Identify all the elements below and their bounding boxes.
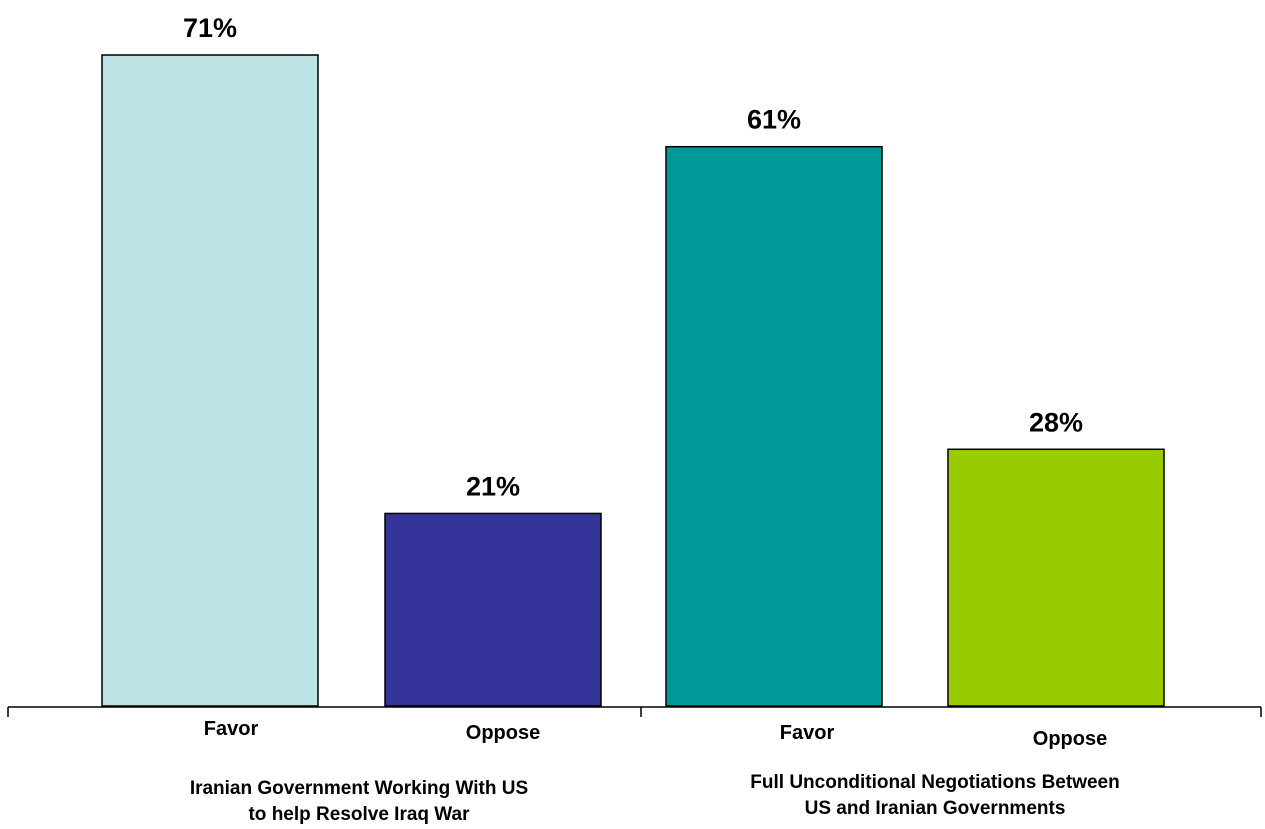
category-label-favor-1: Favor (204, 718, 259, 740)
bar-favor-2 (665, 145, 883, 707)
value-label-oppose-2: 28% (1029, 407, 1083, 437)
group-label-2-line-2: US and Iranian Governments (805, 798, 1066, 819)
value-label-favor-1: 71% (183, 13, 237, 43)
value-label-favor-2: 61% (747, 105, 801, 135)
category-label-oppose-2: Oppose (1033, 728, 1107, 750)
bar-oppose-1 (384, 512, 602, 707)
bar-favor-1 (101, 54, 319, 707)
bar-oppose-2 (947, 448, 1165, 707)
bars: 71% 21% 61% 28% (101, 13, 1165, 707)
group-label-1-line-1: Iranian Government Working With US (190, 778, 528, 799)
value-label-oppose-1: 21% (466, 471, 520, 501)
group-label-2-line-1: Full Unconditional Negotiations Between (750, 772, 1119, 793)
group-label-1-line-2: to help Resolve Iraq War (248, 804, 470, 825)
category-label-favor-2: Favor (780, 722, 835, 744)
category-label-oppose-1: Oppose (466, 722, 540, 744)
